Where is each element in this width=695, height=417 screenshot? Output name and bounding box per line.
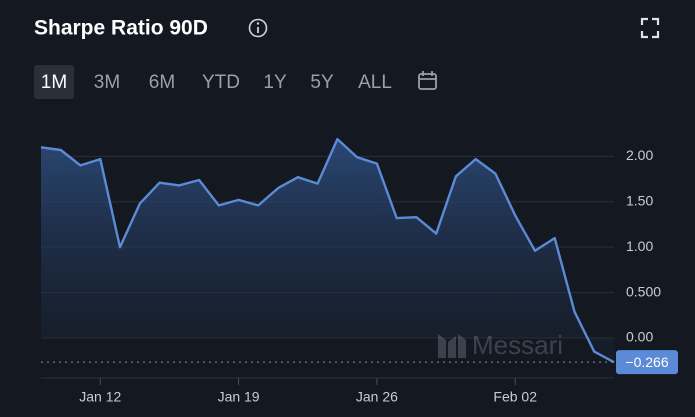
x-tick-label: Jan 12 <box>79 389 121 405</box>
y-tick-label: 1.50 <box>626 192 653 208</box>
x-tick-label: Feb 02 <box>493 389 537 405</box>
range-button[interactable]: ALL <box>358 72 392 93</box>
watermark: Messari <box>438 330 563 360</box>
range-button[interactable]: 1M <box>41 72 67 93</box>
calendar-icon[interactable] <box>418 71 437 90</box>
range-button[interactable]: 3M <box>94 72 120 93</box>
range-button[interactable]: 6M <box>149 72 175 93</box>
y-tick-label: 2.00 <box>626 147 653 163</box>
line <box>40 137 615 364</box>
selected-range-bg <box>34 65 74 99</box>
y-tick-label: 0.500 <box>626 283 661 299</box>
last-value-label: −0.266 <box>625 354 668 370</box>
x-tick-label: Jan 19 <box>218 389 260 405</box>
y-tick-label: 1.00 <box>626 238 653 254</box>
watermark-text: Messari <box>472 330 563 360</box>
info-icon[interactable] <box>248 18 268 38</box>
area-fill <box>41 139 614 363</box>
last-value-badge <box>616 350 678 375</box>
y-tick-label: 0.00 <box>626 329 653 345</box>
expand-icon[interactable] <box>640 17 660 39</box>
range-button[interactable]: YTD <box>202 72 240 93</box>
range-button[interactable]: 5Y <box>310 72 334 93</box>
chart-title: Sharpe Ratio 90D <box>34 17 208 40</box>
range-button[interactable]: 1Y <box>263 72 287 93</box>
x-tick-label: Jan 26 <box>356 389 398 405</box>
